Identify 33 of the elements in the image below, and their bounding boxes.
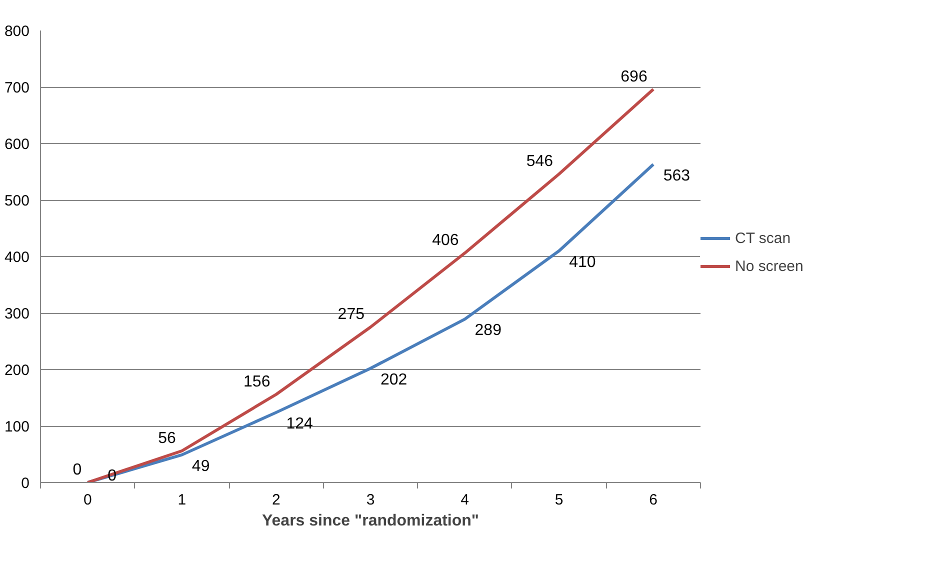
data-label: 696 <box>620 68 648 86</box>
y-tick-label: 400 <box>4 249 30 266</box>
data-label: 56 <box>158 430 176 447</box>
data-label: 289 <box>474 322 502 340</box>
data-label: 202 <box>380 371 408 388</box>
data-label: 156 <box>244 373 270 390</box>
x-tick-label: 3 <box>366 492 375 508</box>
data-label: 410 <box>569 254 596 271</box>
data-label: 49 <box>192 458 210 475</box>
y-tick-label: 500 <box>4 192 30 210</box>
x-tick-label: 1 <box>178 492 186 508</box>
data-label: 563 <box>663 167 690 184</box>
data-label: 406 <box>432 232 459 250</box>
line-series <box>86 88 655 482</box>
y-tick-label: 100 <box>4 418 30 436</box>
y-tick-label: 300 <box>4 306 30 322</box>
legend-label: CT scan <box>735 230 791 246</box>
x-tick-label: 0 <box>83 492 92 508</box>
data-label: 546 <box>526 153 554 170</box>
data-label: 0 <box>72 462 82 478</box>
y-tick-label: 600 <box>4 136 30 153</box>
x-tick-label: 6 <box>649 492 658 508</box>
x-axis-title: Years since "randomization" <box>262 512 480 530</box>
data-label: 275 <box>338 306 365 324</box>
x-tick-label: 2 <box>272 492 280 508</box>
data-label: 124 <box>286 415 314 432</box>
y-tick-label: 800 <box>4 23 30 40</box>
x-tick-label: 4 <box>460 492 469 508</box>
y-tick-label: 0 <box>21 475 30 492</box>
y-tick-label: 200 <box>4 362 30 379</box>
legend-label: No screen <box>735 258 804 274</box>
y-tick-label: 700 <box>4 80 30 96</box>
x-tick-label: 5 <box>554 492 564 508</box>
